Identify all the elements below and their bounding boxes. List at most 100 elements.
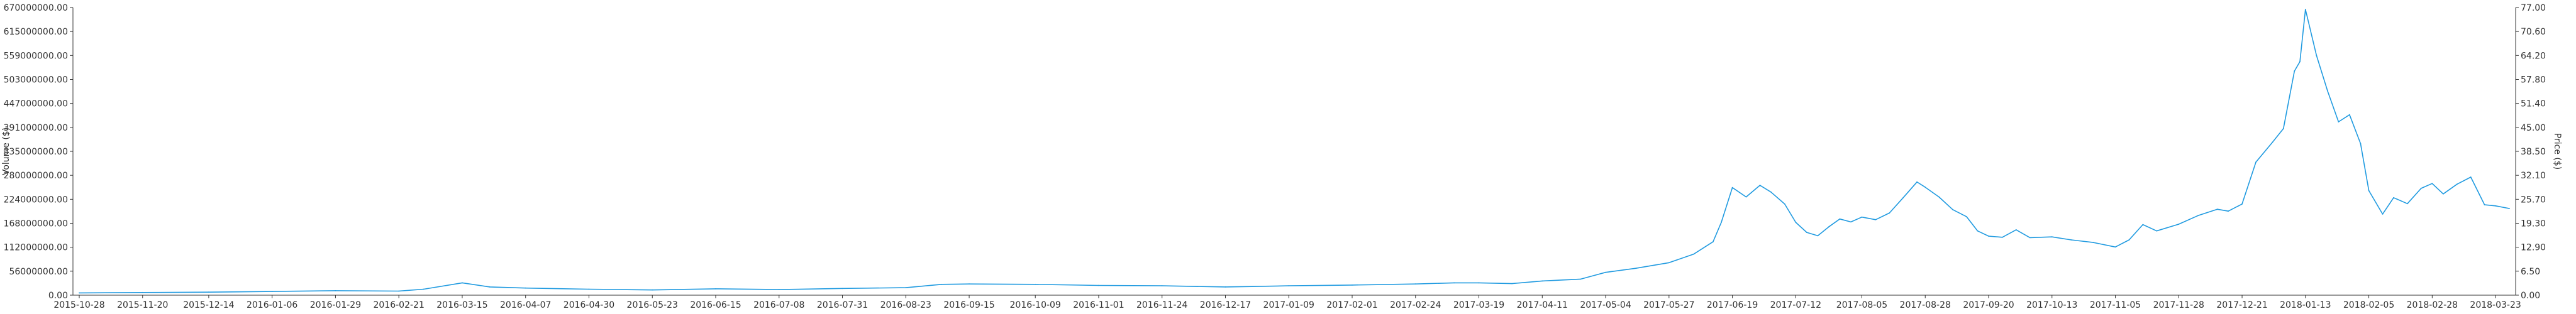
y-left-tick-label: 0.00 xyxy=(48,291,68,301)
price-data-point xyxy=(2393,197,2394,198)
price-data-point xyxy=(1817,235,1819,237)
y-right-tick-label: 57.80 xyxy=(2521,75,2546,85)
price-data-point xyxy=(2407,203,2408,205)
price-data-point xyxy=(1414,283,1416,285)
x-tick-label: 2017-07-12 xyxy=(1770,300,1821,310)
price-data-point xyxy=(423,288,425,290)
y-right-tick-label: 12.90 xyxy=(2521,243,2546,253)
y-right-tick-label: 32.10 xyxy=(2521,171,2546,181)
price-data-point xyxy=(2114,246,2116,248)
price-data-point xyxy=(2178,224,2180,225)
price-data-point xyxy=(1713,241,1714,242)
price-data-point xyxy=(2216,208,2218,210)
x-tick-label: 2017-02-24 xyxy=(1390,300,1441,310)
x-tick-label: 2016-06-15 xyxy=(690,300,741,310)
x-tick-label: 2016-05-23 xyxy=(627,300,678,310)
x-tick-label: 2018-02-28 xyxy=(2407,300,2458,310)
price-data-point xyxy=(1924,187,1926,188)
price-data-point xyxy=(2282,127,2284,129)
price-data-point xyxy=(1875,219,1877,220)
price-data-point xyxy=(2316,55,2318,56)
y-left-tick-label: 335000000.00 xyxy=(4,147,68,157)
price-data-point xyxy=(1952,208,1953,210)
x-tick-label: 2017-10-13 xyxy=(2026,300,2077,310)
price-data-point xyxy=(1795,222,1797,223)
y-left-tick-label: 447000000.00 xyxy=(4,99,68,109)
price-data-point xyxy=(2484,204,2485,205)
price-data-point xyxy=(2255,161,2257,163)
price-data-point xyxy=(1605,271,1606,273)
x-tick-label: 2016-12-17 xyxy=(1200,300,1251,310)
x-tick-label: 2017-05-27 xyxy=(1643,300,1694,310)
x-tick-label: 2017-12-21 xyxy=(2216,300,2267,310)
price-data-point xyxy=(2051,236,2053,238)
price-data-point xyxy=(1916,181,1918,183)
x-tick-label: 2018-02-05 xyxy=(2343,300,2394,310)
price-data-point xyxy=(1161,285,1163,286)
y-right-axis-ticks: 0.00 6.50 12.90 19.30 25.70 32.10 38.50 45.00 51… xyxy=(2516,3,2546,301)
y-right-tick-label: 19.30 xyxy=(2521,219,2546,229)
x-tick-label: 2016-11-01 xyxy=(1073,300,1124,310)
y-left-tick-label: 503000000.00 xyxy=(4,75,68,85)
y-right-tick-label: 25.70 xyxy=(2521,195,2546,205)
price-data-point xyxy=(398,290,400,292)
price-data-point xyxy=(1759,185,1761,186)
price-data-point xyxy=(652,289,653,291)
price-data-point xyxy=(941,283,943,285)
axes xyxy=(72,8,2516,296)
x-tick-label: 2018-03-23 xyxy=(2470,300,2521,310)
y-right-tick-label: 38.50 xyxy=(2521,147,2546,157)
x-tick-label: 2016-07-08 xyxy=(753,300,804,310)
price-data-point xyxy=(1988,236,1989,237)
price-data-point xyxy=(2070,239,2072,241)
price-data-point xyxy=(1731,187,1733,188)
x-tick-label: 2016-08-23 xyxy=(880,300,931,310)
price-data-point xyxy=(1635,268,1637,269)
price-data-point xyxy=(525,287,526,289)
y-right-tick-label: 70.60 xyxy=(2521,27,2546,37)
x-tick-label: 2018-01-13 xyxy=(2280,300,2331,310)
x-tick-label: 2016-03-15 xyxy=(436,300,487,310)
price-data-point xyxy=(1902,197,1904,198)
price-data-point xyxy=(1806,232,1807,233)
x-tick-label: 2016-10-09 xyxy=(1010,300,1061,310)
y-right-tick-label: 0.00 xyxy=(2521,291,2540,301)
x-tick-label: 2016-01-06 xyxy=(247,300,297,310)
x-tick-label: 2017-09-20 xyxy=(1963,300,2014,310)
price-data-point xyxy=(1861,216,1863,218)
price-data-point xyxy=(1541,280,1543,282)
price-data-point xyxy=(1828,226,1829,228)
price-data-point xyxy=(142,291,143,293)
price-data-point xyxy=(79,292,80,294)
y-left-tick-label: 224000000.00 xyxy=(4,195,68,205)
x-tick-label: 2016-04-30 xyxy=(564,300,614,310)
x-tick-label: 2017-06-19 xyxy=(1707,300,1758,310)
price-data-point xyxy=(841,288,843,290)
price-data-point xyxy=(2338,121,2340,122)
price-data-point xyxy=(1668,262,1670,264)
price-series-line xyxy=(79,9,2510,294)
price-data-point xyxy=(2294,70,2296,72)
y-right-tick-label: 64.20 xyxy=(2521,51,2546,61)
price-data-point xyxy=(905,287,907,288)
price-data-point xyxy=(969,283,970,285)
x-tick-label: 2015-10-28 xyxy=(53,300,104,310)
price-data-point xyxy=(2142,224,2144,225)
price-data-point xyxy=(1352,284,1353,286)
price-data-point xyxy=(489,286,491,288)
price-data-point xyxy=(1098,284,1099,286)
x-tick-label: 2016-11-24 xyxy=(1136,300,1187,310)
price-data-point xyxy=(1966,216,1967,217)
y-right-tick-label: 51.40 xyxy=(2521,99,2546,109)
x-tick-label: 2016-09-15 xyxy=(943,300,994,310)
price-data-point xyxy=(1478,282,1480,284)
x-tick-label: 2015-12-14 xyxy=(183,300,234,310)
price-data-point xyxy=(2156,230,2158,232)
price-data-point xyxy=(1977,230,1979,232)
price-data-point xyxy=(2092,242,2094,243)
price-data-point xyxy=(2029,237,2031,239)
y-left-tick-label: 112000000.00 xyxy=(4,243,68,253)
x-tick-label: 2016-02-21 xyxy=(374,300,425,310)
